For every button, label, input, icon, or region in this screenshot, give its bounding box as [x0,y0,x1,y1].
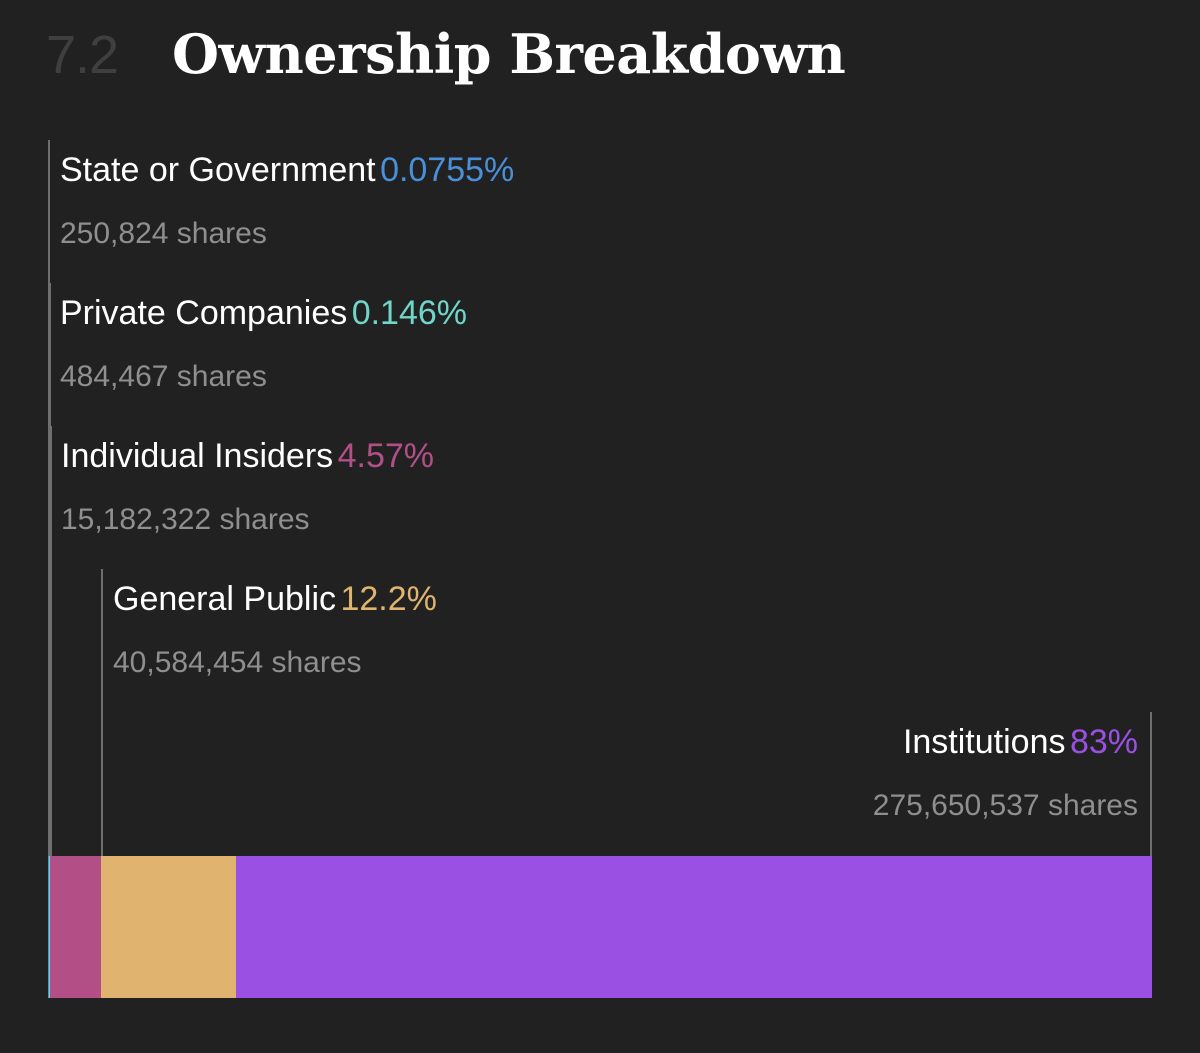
series-percent: 83% [1069,723,1138,761]
series-name: Institutions [902,723,1066,761]
series-name: State or Government [60,151,376,189]
leader-line [1150,712,1152,998]
series-shares: 40,584,454 shares [113,646,362,679]
label-state-government: State or Government 0.0755% 250,824 shar… [60,150,514,254]
series-name: Private Companies [60,294,348,332]
series-percent: 4.57% [337,437,435,475]
bar-segment-private-companies [48,856,51,998]
label-institutions: Institutions 83% 275,650,537 shares [873,722,1138,826]
page-title: Ownership Breakdown [172,22,846,86]
series-percent: 0.0755% [380,151,515,189]
series-shares: 250,824 shares [60,217,267,250]
bar-segment-individual-insiders [50,856,101,998]
series-percent: 0.146% [351,294,468,332]
bar-segment-state-or-government [48,856,49,998]
series-shares: 275,650,537 shares [872,789,1138,822]
leader-line [101,569,103,998]
leader-line [50,426,52,998]
series-name: Individual Insiders [61,437,334,475]
label-private-companies: Private Companies 0.146% 484,467 shares [60,293,467,397]
series-name: General Public [113,580,337,618]
label-individual-insiders: Individual Insiders 4.57% 15,182,322 sha… [61,436,434,540]
bar-segment-institutions [235,856,1152,998]
stacked-ownership-bar [48,856,1152,998]
series-shares: 15,182,322 shares [61,503,310,536]
label-general-public: General Public 12.2% 40,584,454 shares [113,579,437,683]
section-number: 7.2 [46,25,119,85]
series-shares: 484,467 shares [60,360,267,393]
bar-segment-general-public [100,856,236,998]
series-percent: 12.2% [340,580,437,618]
